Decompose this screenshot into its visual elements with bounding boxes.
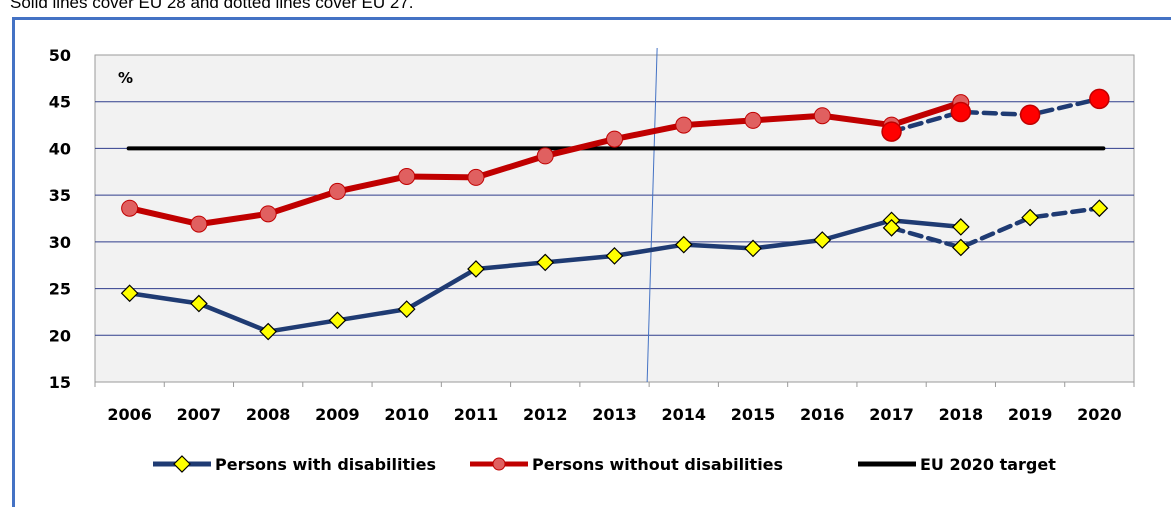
legend-label: Persons with disabilities xyxy=(215,455,436,474)
x-tick-label: 2006 xyxy=(107,405,152,424)
x-tick-label: 2019 xyxy=(1008,405,1053,424)
data-point-circle xyxy=(467,168,485,186)
x-tick-label: 2009 xyxy=(315,405,360,424)
data-point-circle xyxy=(190,215,208,233)
legend-label: Persons without disabilities xyxy=(532,455,783,474)
data-point-circle xyxy=(328,182,346,200)
data-point-circle xyxy=(950,101,972,123)
legend-marker-diamond xyxy=(173,455,191,473)
period-separator-line xyxy=(646,47,658,383)
data-point-diamond xyxy=(813,231,832,249)
data-point-diamond xyxy=(536,253,555,272)
x-axis: 2006 2007 2008 2009 2010 2011 2012 2013 2014 2015… xyxy=(94,382,1135,424)
data-point-diamond xyxy=(744,239,762,258)
data-point-circle xyxy=(259,205,277,223)
data-point-circle xyxy=(675,116,693,134)
x-tick-label: 2017 xyxy=(869,405,914,424)
y-tick-label: 45 xyxy=(49,93,71,112)
x-tick-label: 2013 xyxy=(592,405,637,424)
x-tick-label: 2015 xyxy=(731,405,776,424)
x-tick-label: 2018 xyxy=(939,405,984,424)
series-line xyxy=(889,96,1102,134)
y-tick-label: 15 xyxy=(49,373,71,392)
y-tick-label: 30 xyxy=(49,233,71,252)
data-point-diamond xyxy=(882,218,901,237)
x-tick-label: 2014 xyxy=(662,405,707,424)
y-axis: 15 20 25 30 35 40 45 50 xyxy=(49,46,71,392)
x-tick-label: 2016 xyxy=(800,405,845,424)
data-point-diamond xyxy=(674,235,693,254)
data-point-diamond xyxy=(605,247,624,265)
data-point-diamond xyxy=(259,322,278,341)
data-point-circle xyxy=(606,130,623,148)
data-point-circle xyxy=(1019,104,1041,126)
legend-label: EU 2020 target xyxy=(920,455,1056,474)
data-point-diamond xyxy=(951,218,970,236)
data-point-diamond xyxy=(1090,199,1109,218)
data-point-diamond xyxy=(397,300,416,318)
data-point-diamond xyxy=(190,294,208,313)
data-point-diamond xyxy=(1021,208,1039,227)
data-point-diamond xyxy=(120,284,139,303)
data-point-circle xyxy=(1089,88,1110,110)
data-point-circle xyxy=(536,147,554,165)
data-point-circle xyxy=(881,121,902,142)
y-tick-label: 20 xyxy=(49,326,71,345)
x-tick-label: 2011 xyxy=(454,405,499,424)
data-point-circle xyxy=(398,167,416,185)
y-tick-label: 25 xyxy=(49,280,71,299)
chart-frame xyxy=(12,17,1171,507)
legend-marker-circle xyxy=(492,457,506,471)
x-tick-label: 2010 xyxy=(384,405,429,424)
x-tick-label: 2007 xyxy=(177,405,222,424)
unit-label: % xyxy=(118,69,133,87)
y-tick-label: 50 xyxy=(49,46,71,65)
data-point-diamond xyxy=(951,238,970,257)
chart-caption: Solid lines cover EU 28 and dotted lines… xyxy=(10,0,414,12)
x-tick-label: 2008 xyxy=(246,405,291,424)
y-tick-label: 40 xyxy=(49,139,71,158)
x-tick-label: 2020 xyxy=(1077,405,1122,424)
series-layer xyxy=(120,88,1110,341)
data-point-diamond xyxy=(328,311,347,330)
x-tick-label: 2012 xyxy=(523,405,568,424)
series-line xyxy=(889,205,1102,250)
legend: Persons with disabilities Persons without… xyxy=(153,455,1056,474)
y-tick-label: 35 xyxy=(49,186,71,205)
data-point-circle xyxy=(121,199,139,217)
data-point-circle xyxy=(744,111,762,129)
data-point-diamond xyxy=(467,260,485,278)
data-point-circle xyxy=(813,107,831,125)
